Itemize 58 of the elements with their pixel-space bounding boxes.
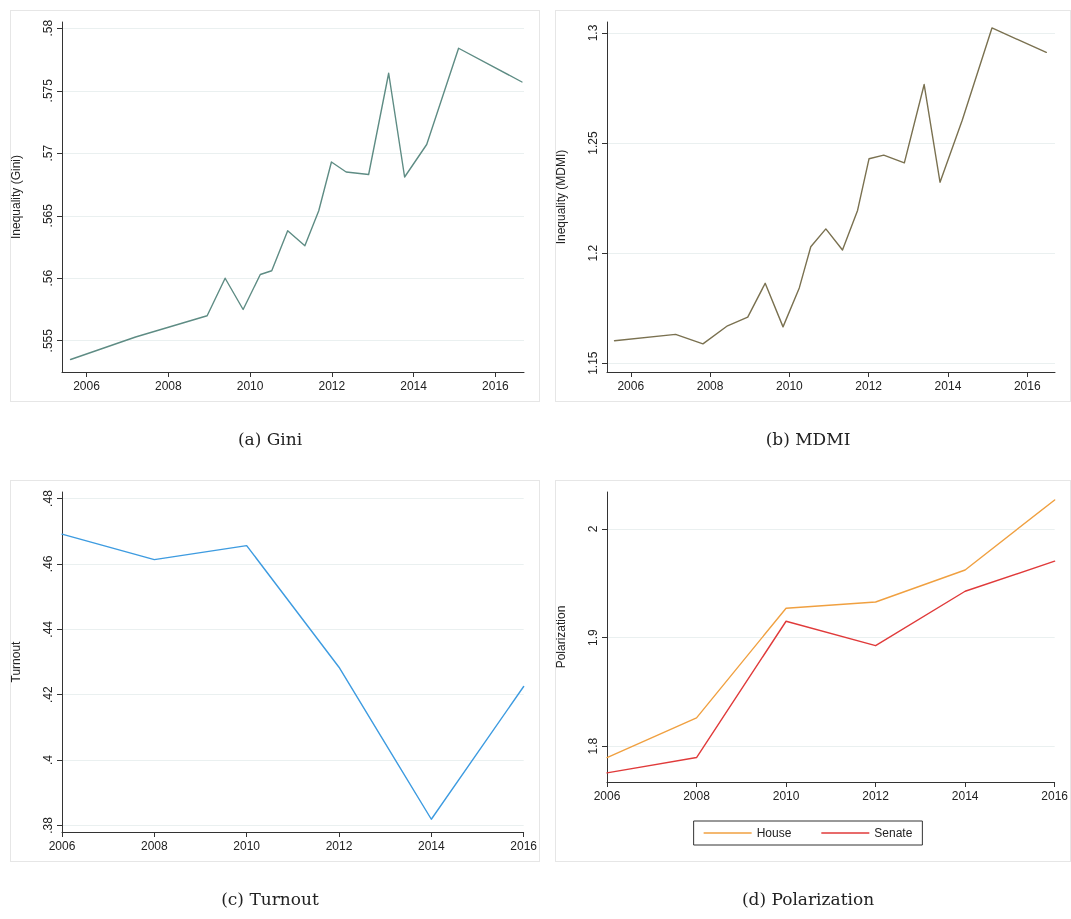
- x-tick-label: 2014: [934, 379, 962, 393]
- y-tick-label: 1.2: [586, 244, 600, 262]
- text: (a) Gini: [237, 428, 303, 449]
- line-series: [69, 47, 523, 361]
- x-tick-label: 2012: [325, 839, 353, 853]
- y-tick-label: .57: [41, 144, 55, 162]
- legend-label: House: [756, 826, 792, 840]
- y-tick-label: .48: [41, 489, 55, 507]
- y-tick-label: 1.9: [586, 628, 600, 646]
- x-tick-label: 2006: [48, 839, 76, 853]
- x-tick-label: 2012: [318, 379, 346, 393]
- line-series: [613, 27, 1047, 345]
- x-tick-label: 2014: [951, 789, 979, 803]
- legend-label: Senate: [874, 826, 913, 840]
- y-tick-label: .565: [41, 203, 55, 228]
- x-tick-label: 2008: [683, 789, 711, 803]
- x-tick-label: 2014: [417, 839, 445, 853]
- y-tick-label: .38: [41, 816, 55, 834]
- y-axis-title: Polarization: [554, 605, 568, 669]
- y-axis-title: Inequality (MDMI): [554, 149, 568, 245]
- line-series: [61, 533, 525, 820]
- y-axis-title: Inequality (Gini): [9, 154, 23, 240]
- x-tick-label: 2010: [233, 839, 261, 853]
- text: (b) MDMI: [765, 428, 851, 449]
- y-tick-label: .575: [41, 78, 55, 103]
- text: (c) Turnout: [221, 888, 319, 909]
- y-tick-label: .56: [41, 269, 55, 287]
- x-tick-label: 2008: [696, 379, 724, 393]
- x-tick-label: 2008: [154, 379, 182, 393]
- x-tick-label: 2008: [140, 839, 168, 853]
- y-tick-label: .555: [41, 328, 55, 353]
- x-tick-label: 2006: [73, 379, 101, 393]
- y-tick-label: 2: [586, 525, 600, 533]
- x-tick-label: 2006: [617, 379, 645, 393]
- x-tick-label: 2016: [1041, 789, 1069, 803]
- x-tick-label: 2012: [862, 789, 890, 803]
- x-tick-label: 2010: [776, 379, 804, 393]
- y-tick-label: .44: [41, 620, 55, 638]
- x-tick-label: 2014: [400, 379, 428, 393]
- x-tick-label: 2010: [236, 379, 264, 393]
- y-tick-label: 1.8: [586, 737, 600, 755]
- text: (d) Polarization: [741, 888, 875, 909]
- y-tick-label: .4: [41, 754, 55, 766]
- x-tick-label: 2010: [772, 789, 800, 803]
- line-series: [606, 499, 1056, 759]
- y-axis-title: Turnout: [9, 640, 23, 683]
- y-tick-label: .42: [41, 686, 55, 704]
- y-tick-label: 1.3: [586, 24, 600, 42]
- x-tick-label: 2016: [482, 379, 510, 393]
- y-tick-label: .46: [41, 555, 55, 573]
- x-tick-label: 2012: [855, 379, 883, 393]
- y-tick-label: 1.15: [586, 351, 600, 375]
- x-tick-label: 2006: [593, 789, 621, 803]
- x-tick-label: 2016: [510, 839, 538, 853]
- line-series: [606, 560, 1056, 774]
- y-tick-label: 1.25: [586, 131, 600, 155]
- x-tick-label: 2016: [1013, 379, 1041, 393]
- y-tick-label: .58: [41, 19, 55, 37]
